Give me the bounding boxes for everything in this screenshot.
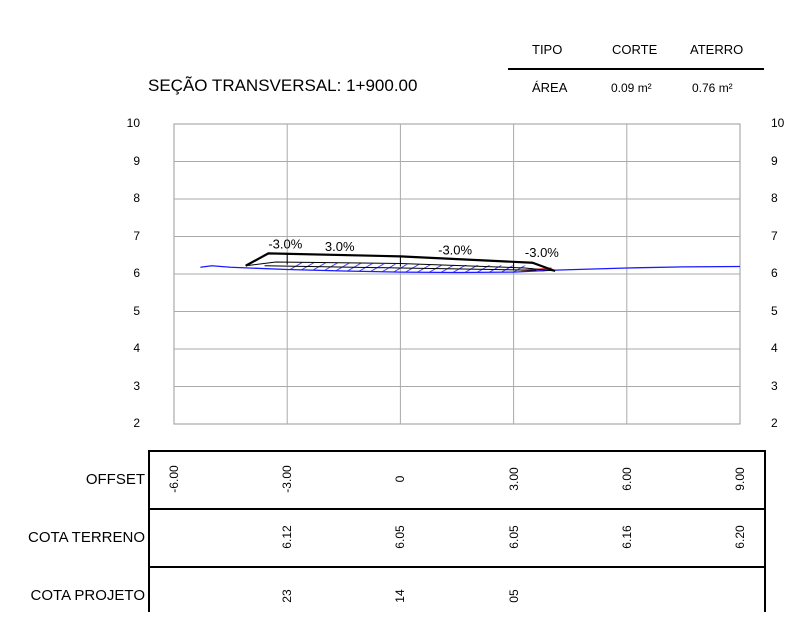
cota-terreno-row-label: COTA TERRENO bbox=[28, 529, 145, 546]
slope-label: 3.0% bbox=[325, 239, 355, 254]
y-tick-label: 7 bbox=[133, 228, 140, 243]
cota-projeto-row-label: COTA PROJETO bbox=[30, 587, 145, 604]
table-frame bbox=[148, 450, 766, 612]
terreno-value: 6.05 bbox=[393, 525, 408, 549]
design-layer-line bbox=[264, 265, 537, 271]
offset-value: 3.00 bbox=[506, 467, 521, 491]
section-title: SEÇÃO TRANSVERSAL: 1+900.00 bbox=[148, 76, 418, 95]
corte-area-value: 0.09 m² bbox=[611, 81, 652, 95]
aterro-area-value: 0.76 m² bbox=[692, 81, 733, 95]
y-tick-label: 5 bbox=[133, 303, 140, 318]
y-tick-label: 7 bbox=[771, 228, 778, 243]
fill-hatch-area bbox=[287, 262, 533, 273]
row-divider-1 bbox=[148, 508, 764, 510]
y-tick-label: 8 bbox=[771, 191, 778, 205]
y-tick-label: 5 bbox=[771, 303, 778, 318]
offset-value: -3.00 bbox=[280, 465, 295, 493]
offset-row-label: OFFSET bbox=[85, 471, 145, 488]
slope-label: -3.0% bbox=[268, 237, 302, 252]
section-chart: -3.0% 3.0% -3.0% -3.0% bbox=[173, 123, 741, 425]
y-tick-label: 8 bbox=[133, 191, 140, 205]
y-tick-label: 2 bbox=[771, 416, 778, 430]
offset-value: 0 bbox=[393, 475, 408, 483]
y-tick-label: 4 bbox=[133, 341, 140, 355]
projeto-value: 05 bbox=[506, 589, 521, 603]
corte-header: CORTE bbox=[612, 42, 658, 57]
projeto-value: 23 bbox=[280, 589, 295, 603]
offset-value: 9.00 bbox=[733, 467, 747, 491]
tipo-header: TIPO bbox=[532, 42, 563, 57]
y-tick-label: 3 bbox=[133, 378, 140, 393]
header-divider bbox=[508, 68, 764, 70]
projeto-value: 14 bbox=[393, 589, 408, 603]
offset-value: -6.00 bbox=[167, 465, 181, 493]
terreno-value: 6.20 bbox=[733, 525, 747, 549]
aterro-header: ATERRO bbox=[690, 42, 744, 57]
y-tick-label: 10 bbox=[771, 116, 785, 130]
chart-lines bbox=[200, 252, 741, 274]
area-label: ÁREA bbox=[532, 80, 568, 95]
y-tick-label: 6 bbox=[133, 266, 140, 280]
y-tick-label: 4 bbox=[771, 341, 778, 355]
chart-grid bbox=[173, 123, 741, 425]
y-tick-label: 2 bbox=[133, 416, 140, 430]
y-tick-label: 3 bbox=[771, 378, 778, 393]
offset-value: 6.00 bbox=[619, 467, 634, 491]
slope-label: -3.0% bbox=[525, 245, 559, 260]
terreno-value: 6.16 bbox=[619, 525, 634, 549]
terrain-line bbox=[200, 265, 741, 274]
y-tick-label: 6 bbox=[771, 266, 778, 280]
y-tick-label: 9 bbox=[771, 153, 778, 168]
slope-label: -3.0% bbox=[438, 243, 472, 258]
terreno-value: 6.12 bbox=[280, 525, 295, 549]
y-tick-label: 10 bbox=[126, 116, 140, 130]
y-tick-label: 9 bbox=[133, 153, 140, 168]
row-divider-2 bbox=[148, 566, 764, 568]
slope-labels: -3.0% 3.0% -3.0% -3.0% bbox=[268, 237, 559, 261]
terreno-value: 6.05 bbox=[506, 525, 521, 549]
